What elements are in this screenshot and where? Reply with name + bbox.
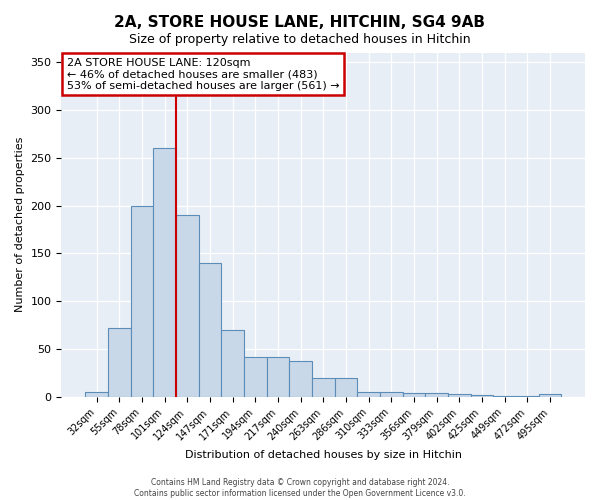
Bar: [470, 395, 493, 397]
Text: Contains HM Land Registry data © Crown copyright and database right 2024.
Contai: Contains HM Land Registry data © Crown c…: [134, 478, 466, 498]
Bar: [448, 394, 470, 397]
Bar: [357, 392, 380, 397]
Bar: [539, 394, 561, 397]
Bar: [335, 378, 357, 397]
Text: Size of property relative to detached houses in Hitchin: Size of property relative to detached ho…: [129, 32, 471, 46]
Text: 2A, STORE HOUSE LANE, HITCHIN, SG4 9AB: 2A, STORE HOUSE LANE, HITCHIN, SG4 9AB: [115, 15, 485, 30]
Bar: [153, 148, 176, 397]
Bar: [380, 392, 403, 397]
Bar: [493, 396, 516, 397]
Bar: [312, 378, 335, 397]
Text: 2A STORE HOUSE LANE: 120sqm
← 46% of detached houses are smaller (483)
53% of se: 2A STORE HOUSE LANE: 120sqm ← 46% of det…: [67, 58, 339, 91]
Bar: [85, 392, 108, 397]
Bar: [425, 393, 448, 397]
Bar: [199, 263, 221, 397]
Bar: [289, 360, 312, 397]
Bar: [131, 206, 153, 397]
Bar: [516, 396, 539, 397]
Bar: [403, 393, 425, 397]
Bar: [266, 357, 289, 397]
Bar: [108, 328, 131, 397]
Bar: [244, 357, 266, 397]
Bar: [176, 215, 199, 397]
Y-axis label: Number of detached properties: Number of detached properties: [15, 137, 25, 312]
X-axis label: Distribution of detached houses by size in Hitchin: Distribution of detached houses by size …: [185, 450, 462, 460]
Bar: [221, 330, 244, 397]
